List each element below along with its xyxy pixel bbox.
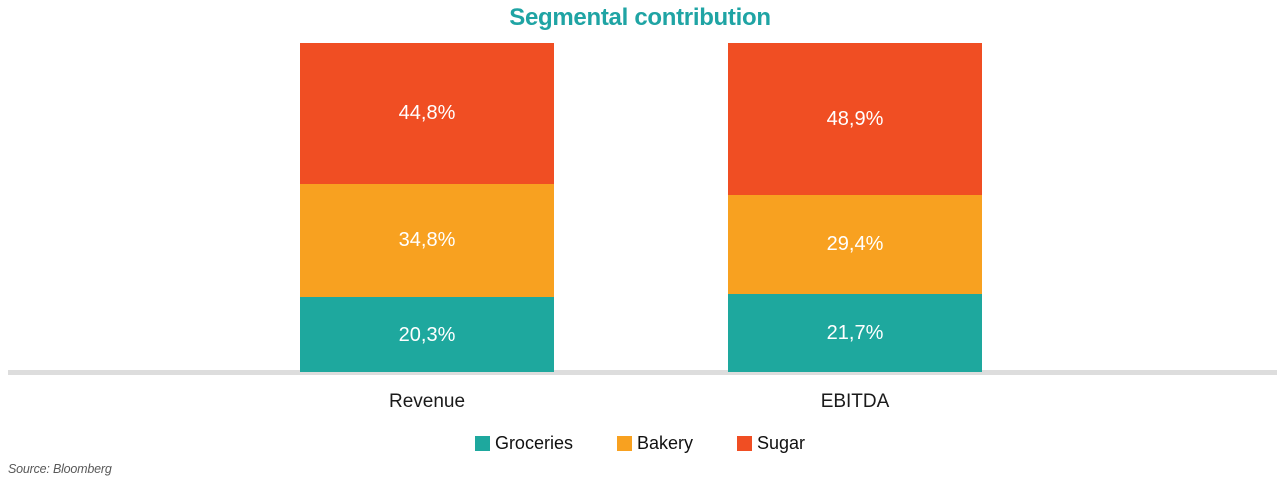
data-label-groceries-ebitda: 21,7% — [826, 321, 884, 344]
chart-title: Segmental contribution — [509, 4, 771, 31]
data-label-groceries-revenue: 20,3% — [398, 323, 456, 346]
legend-label-bakery: Bakery — [636, 433, 693, 453]
legend-swatch-bakery — [616, 436, 632, 451]
category-label-revenue: Revenue — [388, 391, 466, 412]
data-label-bakery-revenue: 34,8% — [398, 229, 456, 252]
legend-swatch-sugar — [737, 436, 752, 451]
legend: Groceries Bakery Sugar — [0, 433, 1280, 454]
data-label-sugar-revenue: 44,8% — [398, 102, 456, 125]
stacked-bar-ebitda: 48,9% 29,4% 21,7% — [728, 43, 982, 373]
legend-swatch-groceries — [474, 436, 490, 451]
segment-bakery-revenue: 34,8% — [300, 183, 554, 298]
segment-groceries-ebitda: 21,7% — [728, 293, 982, 373]
legend-item-sugar: Sugar — [737, 433, 805, 454]
data-label-bakery-ebitda: 29,4% — [826, 233, 884, 256]
x-axis-line — [8, 370, 1277, 375]
segment-bakery-ebitda: 29,4% — [728, 194, 982, 294]
segment-groceries-revenue: 20,3% — [300, 297, 554, 372]
data-label-sugar-ebitda: 48,9% — [826, 107, 884, 130]
legend-label-groceries: Groceries — [494, 433, 573, 453]
segment-sugar-revenue: 44,8% — [300, 43, 554, 184]
legend-item-groceries: Groceries — [474, 433, 573, 454]
legend-item-bakery: Bakery — [616, 433, 693, 454]
category-label-ebitda: EBITDA — [820, 391, 890, 412]
segment-sugar-ebitda: 48,9% — [728, 43, 982, 195]
source-note: Source: Bloomberg — [8, 462, 112, 476]
stacked-bar-revenue: 44,8% 34,8% 20,3% — [300, 43, 554, 372]
legend-label-sugar: Sugar — [757, 433, 806, 453]
